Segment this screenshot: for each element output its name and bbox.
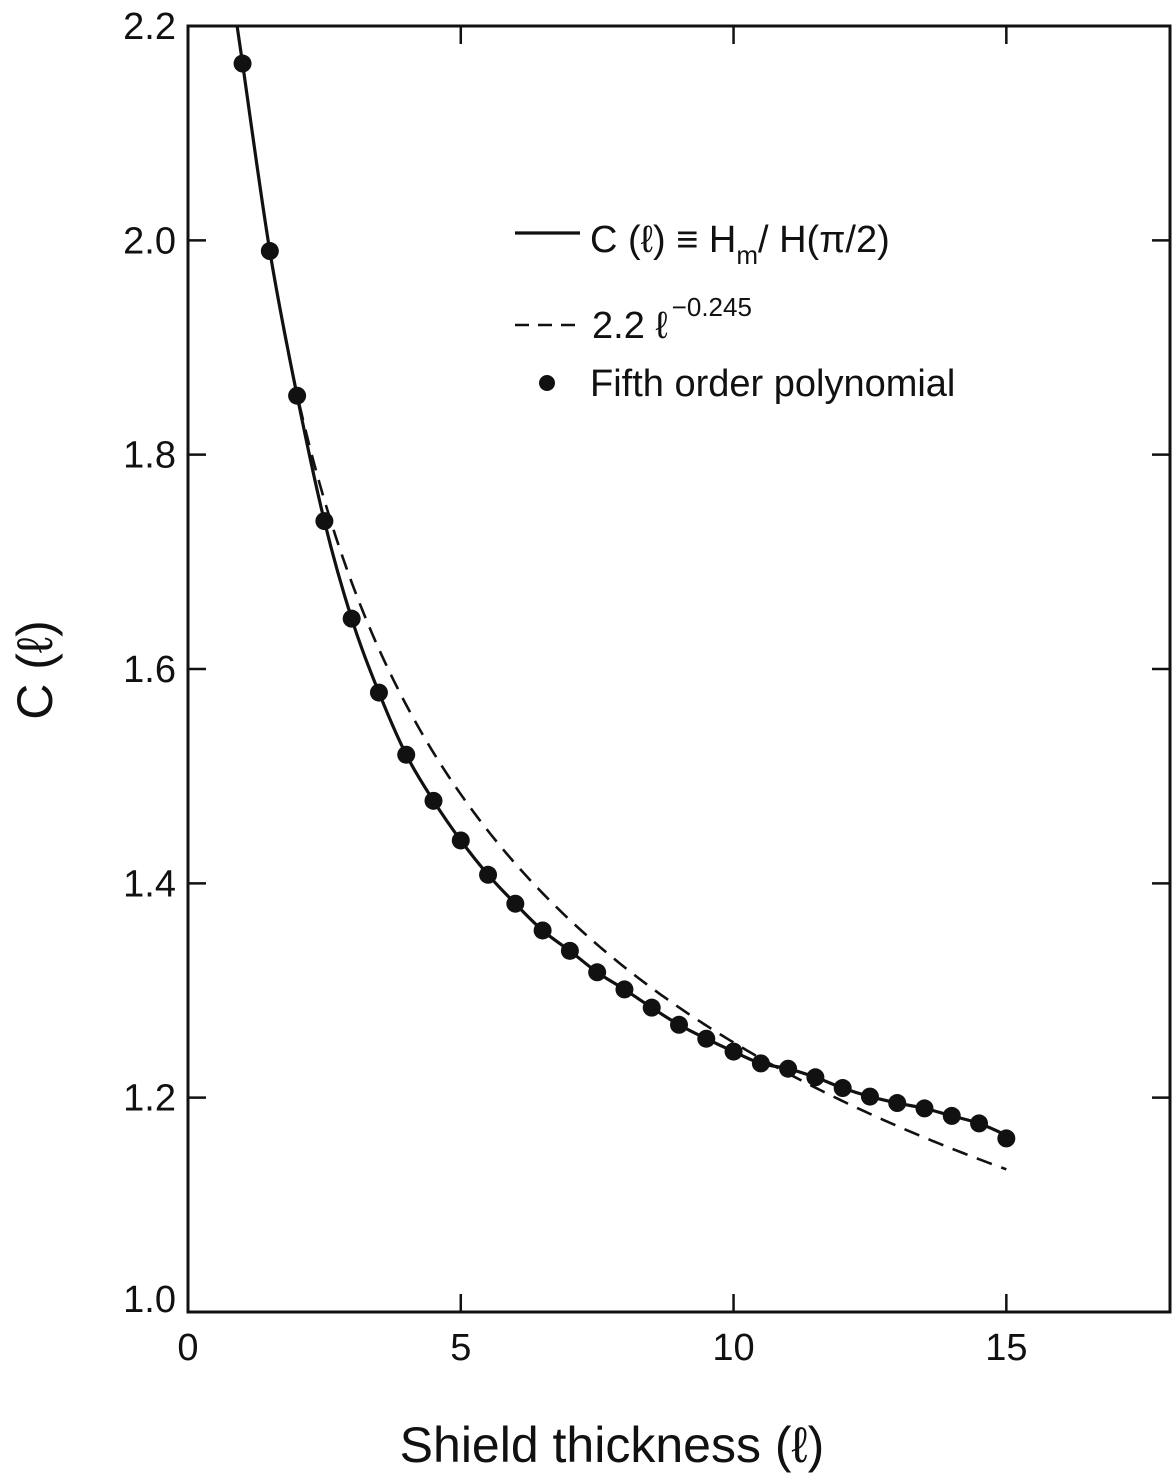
y-tick-label: 1.4	[123, 863, 176, 905]
legend-solid-label: C (ℓ) ≡ Hm/ H(π/2)	[590, 219, 890, 270]
polynomial-point	[233, 54, 252, 73]
polynomial-point	[397, 745, 416, 764]
series-dashed-line	[282, 327, 1007, 1171]
polynomial-point	[670, 1015, 688, 1034]
polynomial-point	[751, 1054, 770, 1073]
polynomial-point	[342, 609, 361, 628]
x-tick-label: 5	[450, 1327, 471, 1369]
polynomial-point	[970, 1114, 989, 1133]
series-solid-line	[235, 25, 1007, 1137]
polynomial-point	[315, 512, 334, 531]
polynomial-point	[533, 921, 552, 940]
polynomial-point	[915, 1099, 934, 1118]
legend: C (ℓ) ≡ Hm/ H(π/2) 2.2 ℓ −0.245 Fifth ord…	[515, 219, 955, 405]
series-layer	[233, 25, 1016, 1171]
y-tick-label: 2.2	[123, 6, 176, 48]
legend-marker-swatch	[539, 375, 555, 391]
polynomial-point	[997, 1129, 1016, 1148]
polynomial-point	[615, 980, 634, 999]
y-tick-label: 1.0	[123, 1279, 176, 1321]
polynomial-point	[860, 1087, 879, 1106]
polynomial-point	[806, 1068, 825, 1087]
polynomial-point	[833, 1079, 852, 1098]
x-tick-label: 0	[177, 1327, 198, 1369]
polynomial-point	[697, 1029, 716, 1048]
polynomial-point	[942, 1106, 961, 1125]
polynomial-point	[369, 683, 388, 702]
polynomial-point	[724, 1042, 743, 1061]
polynomial-point	[260, 242, 279, 261]
polynomial-point	[779, 1059, 798, 1078]
polynomial-point	[479, 865, 498, 884]
polynomial-point	[451, 831, 470, 850]
x-axis-title: Shield thickness (ℓ)	[400, 1417, 825, 1473]
legend-markers-label: Fifth order polynomial	[590, 363, 955, 405]
y-axis-title: C (ℓ)	[7, 620, 63, 719]
y-tick-label: 1.6	[123, 649, 176, 691]
polynomial-point	[506, 894, 525, 913]
y-tick-label: 1.8	[123, 435, 176, 477]
polynomial-point	[288, 386, 307, 405]
polynomial-point	[588, 963, 607, 982]
polynomial-point	[888, 1094, 907, 1113]
polynomial-point	[560, 941, 579, 960]
x-tick-label: 10	[712, 1327, 754, 1369]
polynomial-point	[424, 791, 443, 810]
legend-dashed-label: 2.2 ℓ −0.245	[592, 292, 752, 347]
polynomial-point	[642, 998, 661, 1017]
axis-ticks	[188, 26, 1170, 1312]
y-tick-label: 2.0	[123, 220, 176, 262]
tick-labels: 0 5 10 15 1.0 1.2 1.4 1.6 1.8 2.0 2.2	[123, 6, 1027, 1369]
y-tick-label: 1.2	[123, 1078, 176, 1120]
x-tick-label: 15	[985, 1327, 1027, 1369]
